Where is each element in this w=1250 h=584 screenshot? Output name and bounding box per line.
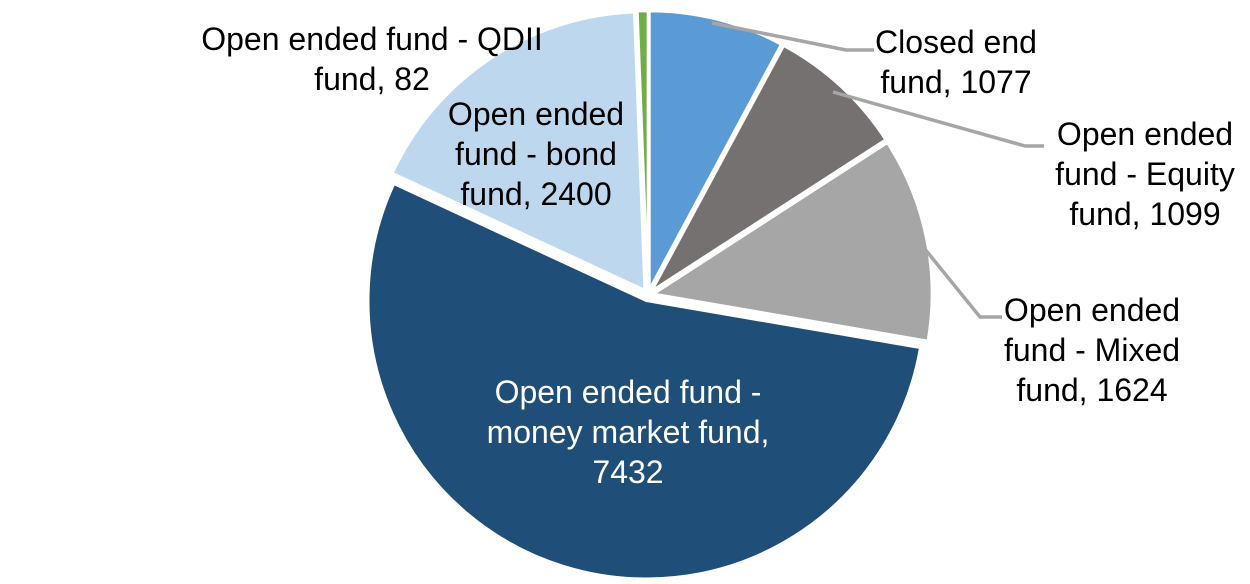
pie-slice-closed-end-fund[interactable] <box>648 9 783 291</box>
pie-slice-open-ended-fund-qdii-fund[interactable] <box>636 9 650 291</box>
pie-slice-open-ended-fund-equity-fund[interactable] <box>650 44 887 292</box>
leader-line-closed-end-fund <box>711 21 874 52</box>
leader-line-open-ended-fund-mixed-fund <box>918 241 1002 319</box>
data-label-open-ended-fund-equity-fund: Open ended fund - Equity fund, 1099 <box>1055 116 1235 232</box>
data-label-closed-end-fund: Closed end fund, 1077 <box>875 24 1037 100</box>
data-label-open-ended-fund-mixed-fund: Open ended fund - Mixed fund, 1624 <box>1004 292 1180 408</box>
pie-slice-open-ended-fund-mixed-fund[interactable] <box>652 141 934 343</box>
data-label-open-ended-fund-money-market-fund: Open ended fund -money market fund, 7432 <box>487 374 770 490</box>
pie-slice-open-ended-fund-bond-fund[interactable] <box>391 10 646 292</box>
pie-slice-open-ended-fund-money-market-fund[interactable] <box>366 182 922 580</box>
leader-line-open-ended-fund-equity-fund <box>832 90 1044 148</box>
data-label-open-ended-fund-bond-fund: Open ended fund - bond fund, 2400 <box>448 96 624 212</box>
data-label-open-ended-fund-qdii-fund: Open ended fund - QDII fund, 82 <box>201 21 543 97</box>
